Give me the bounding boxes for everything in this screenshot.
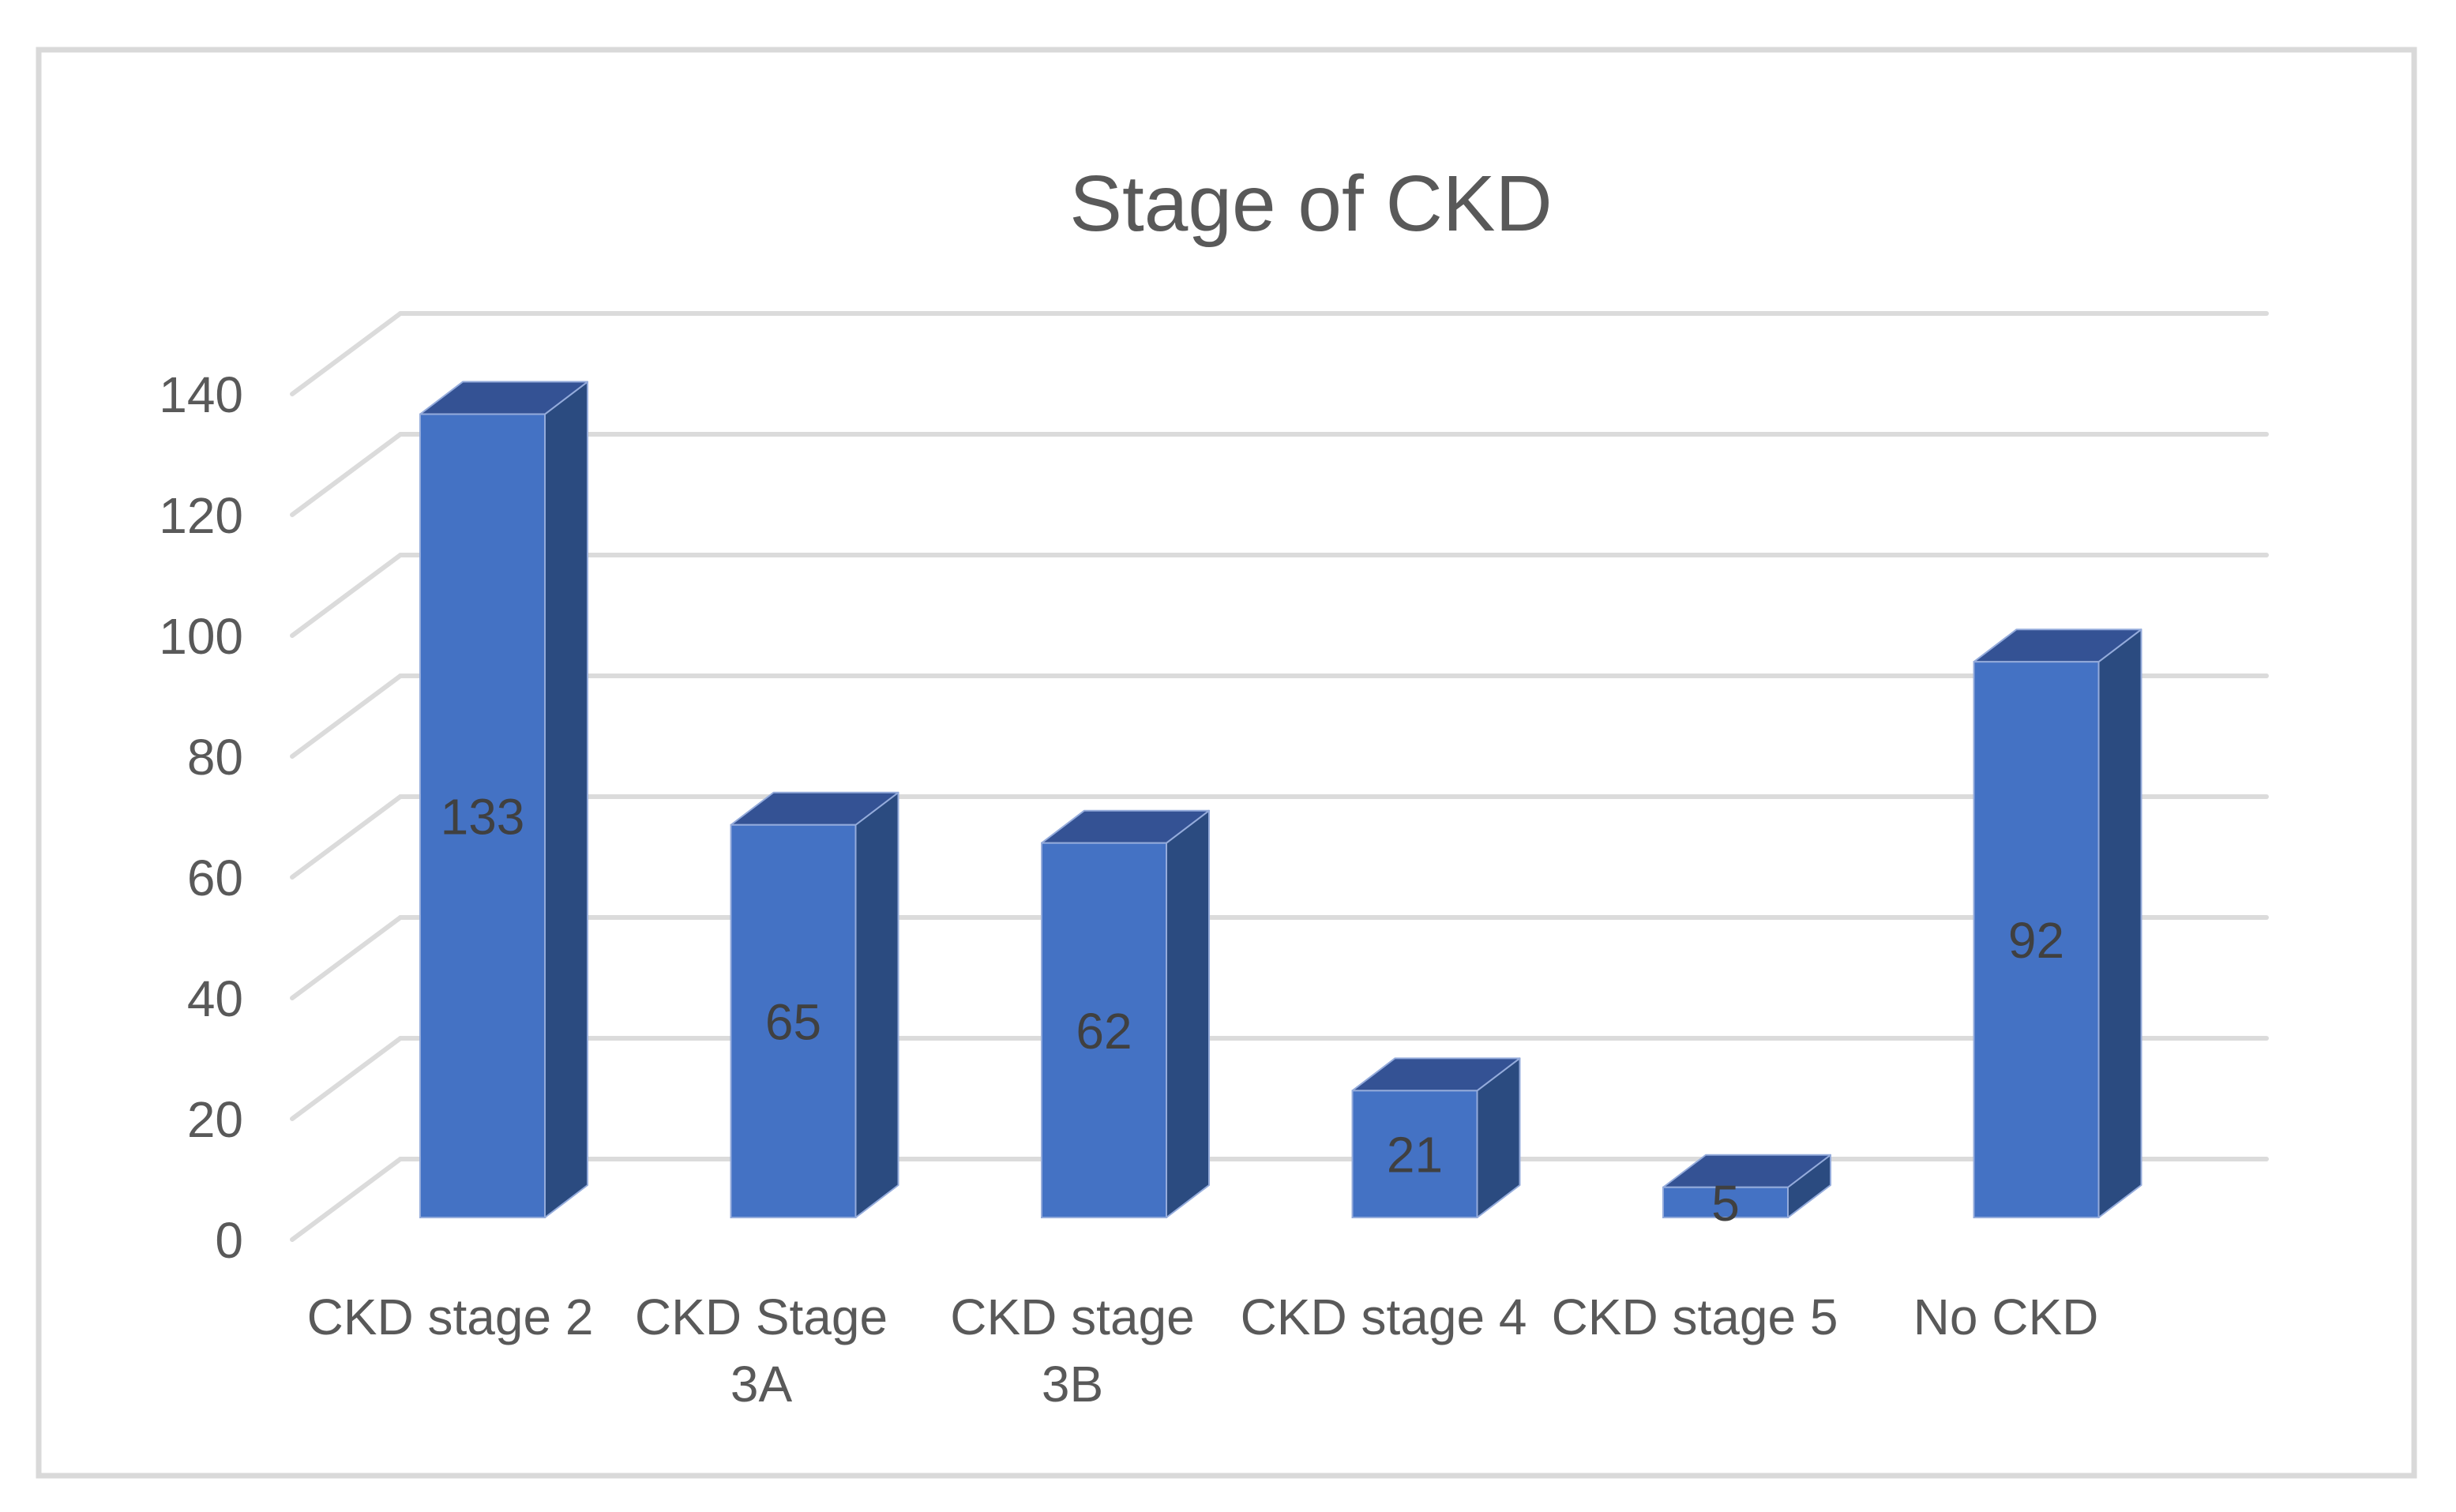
category-label-1: CKD stage 2 xyxy=(307,1289,594,1345)
chart-border xyxy=(36,47,2417,1479)
gridline-depth-stub xyxy=(290,553,403,638)
y-axis-tick-label: 80 xyxy=(187,729,243,786)
bar-side-face xyxy=(544,381,588,1218)
gridlines xyxy=(290,311,2269,1242)
category-label-line: CKD stage 2 xyxy=(307,1289,594,1345)
y-axis-tick-label: 140 xyxy=(159,366,243,423)
bar-2-ckd-stage-3a[interactable] xyxy=(730,791,899,1218)
bar-1-ckd-stage-2[interactable] xyxy=(419,381,588,1218)
category-label-line: CKD stage xyxy=(950,1289,1194,1345)
y-axis-tick-label: 20 xyxy=(187,1091,243,1148)
gridline-depth-stub xyxy=(290,432,403,517)
bar-data-label: 62 xyxy=(1076,1003,1132,1060)
gridline-depth-stub xyxy=(290,311,403,396)
category-label-line: CKD stage 5 xyxy=(1552,1289,1838,1345)
category-label-line: 3A xyxy=(730,1356,793,1413)
bar-front-face xyxy=(419,413,546,1218)
bar-front-face xyxy=(1662,1186,1789,1218)
bar-data-label: 92 xyxy=(2008,912,2064,969)
chart-title: Stage of CKD xyxy=(1069,159,1552,248)
bar-data-label: 5 xyxy=(1711,1175,1740,1232)
category-label-line: CKD stage 4 xyxy=(1241,1289,1527,1345)
gridline-depth-stub xyxy=(290,1157,403,1242)
bar-4-ckd-stage-4[interactable] xyxy=(1351,1057,1521,1218)
bar-side-face xyxy=(854,791,899,1218)
y-axis-tick-label: 60 xyxy=(187,850,243,906)
category-label-5: CKD stage 5 xyxy=(1552,1289,1838,1345)
y-axis-tick-label: 120 xyxy=(159,487,243,544)
bar-3-ckd-stage-3b[interactable] xyxy=(1041,809,1210,1218)
bar-front-face xyxy=(1351,1090,1478,1218)
category-label-6: No CKD xyxy=(1913,1289,2099,1345)
bar-data-label: 65 xyxy=(765,993,821,1050)
bar-data-label: 133 xyxy=(441,788,525,845)
category-label-3: CKD stage 3B xyxy=(950,1289,1194,1413)
category-label-2: CKD Stage 3A xyxy=(635,1289,888,1413)
bar-series: 133 65 62 21 5 92 xyxy=(419,381,2142,1232)
y-axis-tick-label: 40 xyxy=(187,970,243,1027)
category-label-line: 3B xyxy=(1042,1356,1103,1413)
bar-5-ckd-stage-5[interactable] xyxy=(1662,1154,1831,1218)
bar-6-no-ckd[interactable] xyxy=(1973,628,2142,1218)
gridline-depth-stub xyxy=(290,673,403,759)
bar-front-face xyxy=(730,824,857,1218)
bar-front-face xyxy=(1041,842,1167,1218)
gridline-depth-stub xyxy=(290,794,403,880)
category-label-4: CKD stage 4 xyxy=(1241,1289,1527,1345)
category-label-line: CKD Stage xyxy=(635,1289,888,1345)
bar-front-face xyxy=(1973,661,2100,1218)
bar-data-label: 21 xyxy=(1387,1127,1443,1184)
y-axis-tick-label: 100 xyxy=(159,608,243,665)
category-label-line: No CKD xyxy=(1913,1289,2099,1345)
bar-side-face xyxy=(1166,809,1210,1218)
y-axis-tick-label: 0 xyxy=(215,1212,243,1269)
bar-side-face xyxy=(2097,628,2142,1218)
gridline-depth-stub xyxy=(290,915,403,1000)
y-axis-tick-labels: 0 20 40 60 80 100 120 140 xyxy=(159,366,243,1269)
gridline-depth-stub xyxy=(290,1036,403,1121)
